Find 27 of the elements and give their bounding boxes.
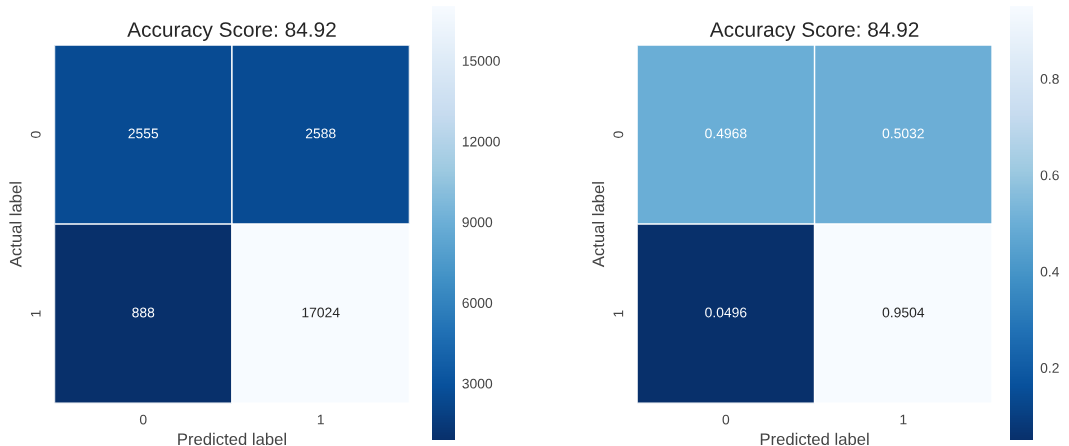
color-bar-label: 12000	[462, 136, 500, 147]
x-axis-title: Predicted label	[178, 432, 286, 446]
x-tick-label: 1	[900, 414, 907, 425]
y-axis-title: Actual label	[591, 182, 605, 268]
color-bar-label: 15000	[462, 56, 500, 66]
color-bar-label: 0.4	[1040, 266, 1060, 277]
x-tick-label: 1	[317, 414, 324, 425]
data-label: 0.5032	[882, 128, 924, 139]
data-label: 0.9504	[882, 307, 925, 318]
color-bar-label: 0.2	[1040, 363, 1059, 373]
color-bar-label: 9000	[462, 217, 493, 228]
data-label: 17024	[302, 307, 340, 318]
color-bar-label: 3000	[462, 378, 493, 389]
x-axis-title: Predicted label	[760, 432, 869, 446]
data-label: 2555	[128, 128, 159, 139]
y-axis-title: Actual label	[9, 182, 22, 268]
x-tick-label: 0	[722, 414, 730, 425]
x-tick-label: 0	[139, 414, 147, 425]
color-bar-label: 0.6	[1040, 170, 1059, 181]
data-label: 0.4968	[705, 128, 747, 139]
color-bar-label: 0.8	[1040, 74, 1059, 84]
data-label: 0.0496	[705, 307, 747, 318]
data-label: 2588	[305, 128, 336, 139]
chart-title: Accuracy Score: 84.92	[127, 22, 336, 42]
data-label: 888	[132, 307, 155, 318]
color-bar-label: 6000	[462, 298, 493, 308]
chart-title: Accuracy Score: 84.92	[709, 22, 919, 42]
